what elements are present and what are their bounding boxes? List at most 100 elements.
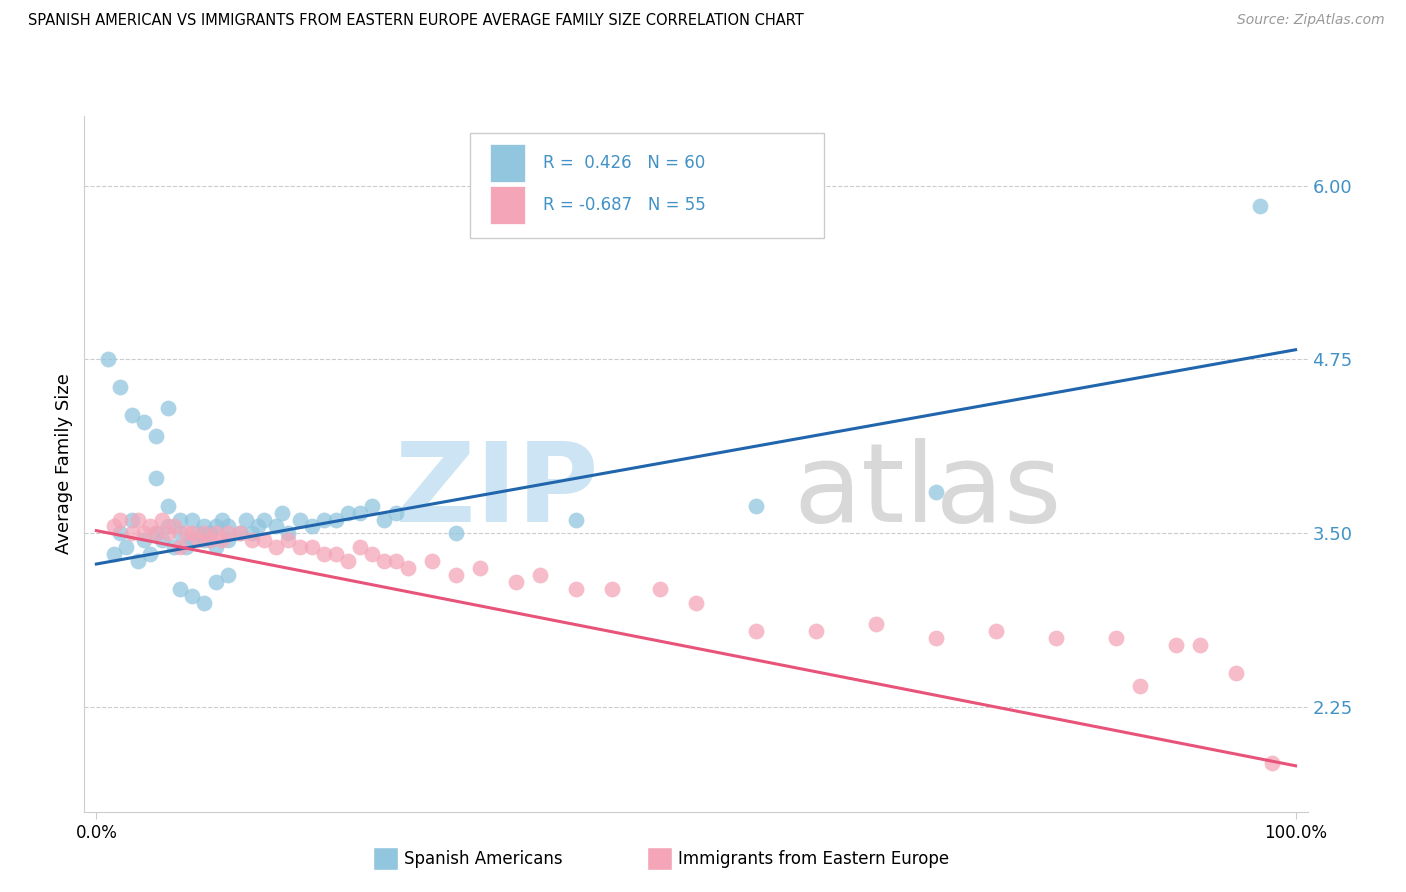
Point (349, 541, 371, 555)
Point (247, 519, 270, 533)
Point (1045, 631, 1067, 645)
Point (145, 471, 167, 485)
Point (301, 519, 323, 533)
Point (648, 582, 671, 596)
Point (361, 499, 384, 513)
Point (121, 408, 143, 422)
Text: R =  0.426   N = 60: R = 0.426 N = 60 (543, 154, 706, 172)
Point (865, 616, 887, 631)
Bar (491, 186, 524, 224)
Point (984, 624, 1007, 638)
Point (157, 499, 180, 513)
Point (385, 506, 408, 520)
Point (181, 589, 204, 603)
Point (325, 512, 347, 526)
Point (1249, 199, 1271, 213)
Point (264, 519, 287, 533)
Point (290, 512, 312, 526)
Point (373, 554, 395, 568)
Point (181, 526, 204, 541)
Point (396, 561, 419, 575)
Point (205, 526, 228, 541)
Point (193, 526, 215, 541)
Point (1129, 680, 1152, 694)
Point (205, 575, 228, 590)
Point (444, 568, 467, 582)
Point (361, 547, 384, 561)
Point (565, 512, 588, 526)
Point (337, 506, 360, 520)
Point (277, 533, 299, 548)
Point (174, 526, 197, 541)
Point (1260, 756, 1282, 770)
Point (134, 526, 156, 541)
Point (600, 582, 623, 596)
Point (145, 526, 167, 541)
Point (1164, 638, 1187, 652)
Point (314, 512, 336, 526)
Point (253, 512, 276, 526)
Point (110, 512, 132, 526)
Point (314, 547, 336, 561)
Text: SPANISH AMERICAN VS IMMIGRANTS FROM EASTERN EUROPE AVERAGE FAMILY SIZE CORRELATI: SPANISH AMERICAN VS IMMIGRANTS FROM EAST… (28, 13, 804, 29)
Point (205, 541, 228, 555)
Point (134, 415, 156, 429)
Point (505, 575, 527, 590)
Text: R = -0.687   N = 55: R = -0.687 N = 55 (543, 196, 706, 214)
Point (685, 596, 707, 610)
Point (240, 526, 263, 541)
Point (277, 526, 299, 541)
Point (1225, 665, 1247, 680)
Point (925, 631, 948, 645)
Point (97, 352, 120, 367)
Point (217, 568, 239, 582)
Point (150, 512, 173, 526)
Text: atlas: atlas (794, 438, 1063, 545)
Point (145, 429, 167, 443)
Point (103, 547, 125, 561)
Point (444, 526, 467, 541)
Point (468, 561, 491, 575)
Point (217, 533, 239, 548)
Point (110, 380, 132, 394)
Point (925, 484, 948, 499)
Point (200, 526, 222, 541)
Point (745, 499, 768, 513)
Point (181, 533, 204, 548)
Point (211, 533, 233, 548)
Point (134, 533, 156, 548)
Text: Immigrants from Eastern Europe: Immigrants from Eastern Europe (678, 850, 949, 868)
Point (150, 533, 173, 548)
Point (290, 541, 312, 555)
Point (240, 533, 263, 548)
Point (529, 568, 551, 582)
Point (163, 541, 186, 555)
Point (565, 582, 588, 596)
Point (217, 526, 239, 541)
Point (301, 541, 323, 555)
Point (229, 526, 252, 541)
Text: Spanish Americans: Spanish Americans (404, 850, 562, 868)
Point (1105, 631, 1128, 645)
Point (157, 401, 180, 416)
Point (115, 541, 138, 555)
FancyBboxPatch shape (470, 134, 824, 238)
Point (205, 519, 228, 533)
Point (235, 512, 257, 526)
Point (264, 541, 287, 555)
Point (145, 526, 167, 541)
Point (121, 512, 143, 526)
Point (187, 533, 209, 548)
Point (349, 506, 371, 520)
Point (103, 519, 125, 533)
Point (187, 526, 209, 541)
Point (211, 512, 233, 526)
Point (169, 512, 191, 526)
Point (169, 526, 191, 541)
Point (385, 554, 408, 568)
Point (127, 512, 149, 526)
Point (110, 526, 132, 541)
Point (139, 519, 162, 533)
Point (325, 547, 347, 561)
Point (157, 526, 180, 541)
